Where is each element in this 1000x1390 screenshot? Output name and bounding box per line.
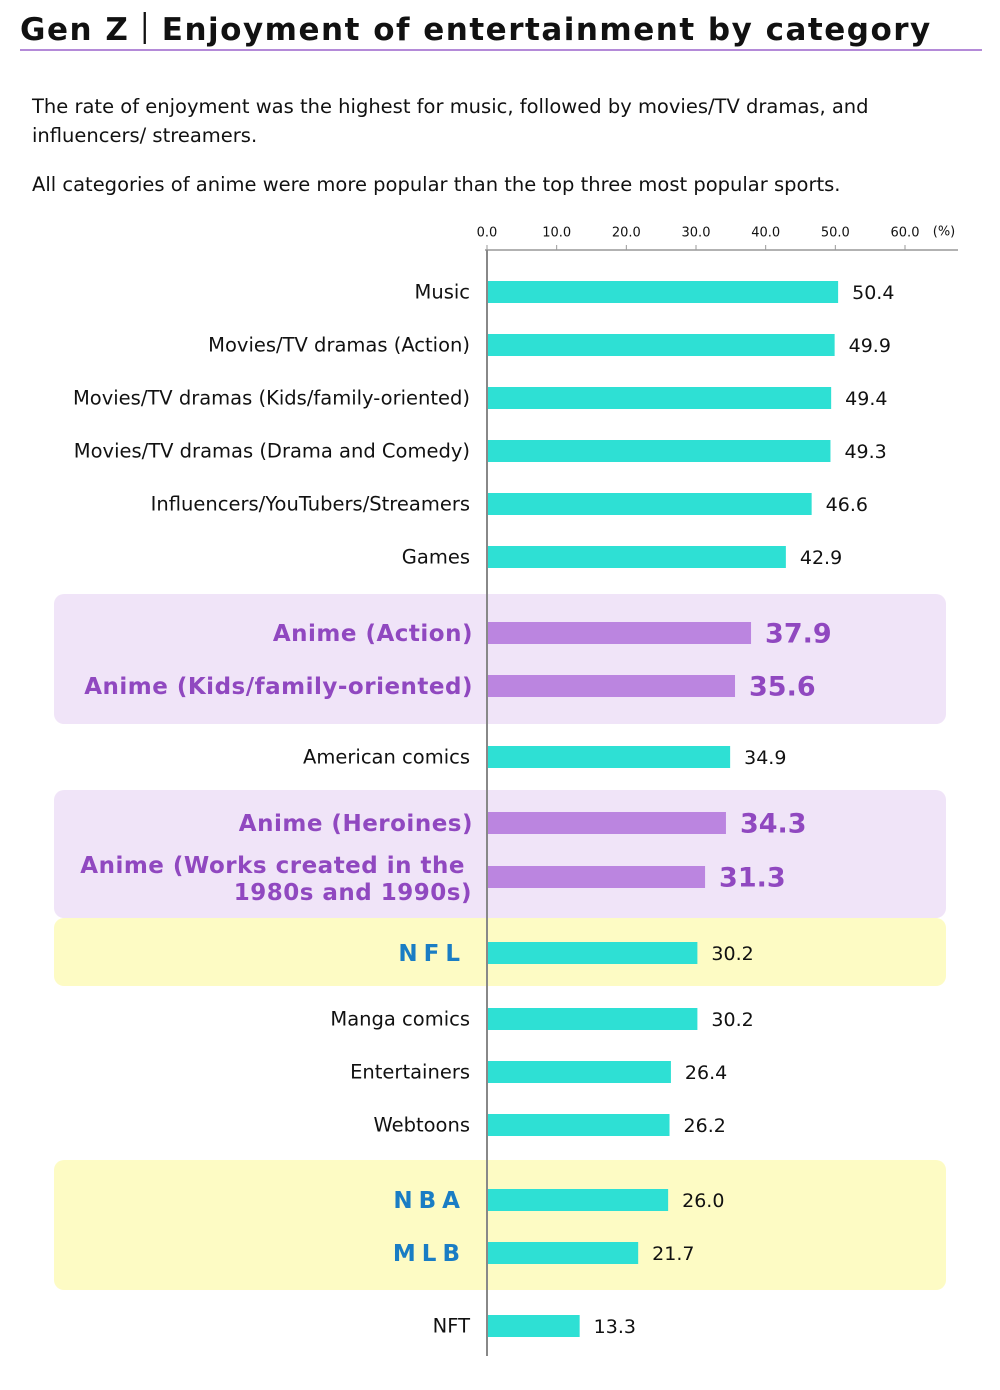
category-label: NFT — [433, 1315, 470, 1338]
category-label: Manga comics — [330, 1008, 470, 1031]
data-label: 26.4 — [685, 1062, 727, 1084]
category-label: NFL — [398, 941, 466, 967]
category-label: Music — [415, 281, 470, 304]
x-unit-label: (%) — [933, 225, 956, 240]
page-title: Gen Z｜Enjoyment of entertainment by cate… — [20, 12, 932, 48]
data-label: 30.2 — [711, 1009, 753, 1031]
category-label: Anime (Kids/family-oriented) — [84, 674, 473, 700]
bar — [487, 812, 726, 834]
bar — [487, 281, 839, 303]
data-label: 46.6 — [826, 494, 868, 516]
data-label: 26.0 — [682, 1190, 724, 1212]
sports-highlight-band-2 — [54, 1160, 946, 1290]
bar — [487, 493, 812, 515]
data-label: 49.4 — [845, 388, 887, 410]
data-label: 37.9 — [765, 619, 832, 650]
bar — [487, 1189, 669, 1211]
bar — [487, 1061, 671, 1083]
category-label: MLB — [393, 1241, 466, 1267]
bar — [487, 746, 731, 768]
data-label: 31.3 — [719, 863, 786, 894]
bar — [487, 334, 835, 356]
data-label: 34.3 — [740, 809, 807, 840]
category-label: Influencers/YouTubers/Streamers — [151, 493, 470, 516]
bar — [487, 1315, 580, 1337]
bar — [487, 546, 786, 568]
bar — [487, 942, 698, 964]
bar — [487, 1114, 670, 1136]
data-label: 26.2 — [684, 1115, 726, 1137]
category-label: Games — [402, 546, 470, 569]
category-label: Movies/TV dramas (Kids/family-oriented) — [73, 387, 470, 410]
bar — [487, 622, 752, 644]
bar — [487, 387, 832, 409]
data-label: 49.9 — [849, 335, 891, 357]
category-label: American comics — [303, 746, 470, 769]
data-label: 35.6 — [749, 672, 816, 703]
category-label: NBA — [393, 1188, 466, 1214]
bar — [487, 440, 831, 462]
x-tick-label: 10.0 — [542, 226, 571, 241]
category-label: Movies/TV dramas (Action) — [208, 334, 470, 357]
category-label: Webtoons — [373, 1114, 470, 1137]
data-label: 21.7 — [652, 1243, 694, 1265]
data-label: 34.9 — [744, 747, 786, 769]
category-label: Entertainers — [350, 1061, 470, 1084]
category-label: Anime (Heroines) — [239, 811, 473, 837]
x-tick-label: 60.0 — [891, 226, 920, 241]
data-label: 42.9 — [800, 547, 842, 569]
anime-highlight-band-1 — [54, 594, 946, 724]
bar — [487, 675, 736, 697]
title-divider — [20, 49, 982, 51]
bar — [487, 1008, 698, 1030]
data-label: 49.3 — [844, 441, 886, 463]
subtitle-primary: The rate of enjoyment was the highest fo… — [32, 95, 869, 147]
bar — [487, 1242, 639, 1264]
x-tick-label: 40.0 — [751, 226, 780, 241]
x-tick-label: 0.0 — [477, 226, 498, 241]
data-label: 13.3 — [594, 1316, 636, 1338]
data-label: 50.4 — [852, 282, 894, 304]
subtitle-secondary: All categories of anime were more popula… — [32, 173, 841, 196]
category-label: Anime (Action) — [273, 621, 473, 647]
x-tick-label: 30.0 — [682, 226, 711, 241]
x-tick-label: 20.0 — [612, 226, 641, 241]
category-label: Anime (Works created in the 1980s and 199… — [80, 853, 472, 906]
bar — [487, 866, 706, 888]
category-label: Movies/TV dramas (Drama and Comedy) — [74, 440, 470, 463]
x-tick-label: 50.0 — [821, 226, 850, 241]
data-label: 30.2 — [711, 943, 753, 965]
